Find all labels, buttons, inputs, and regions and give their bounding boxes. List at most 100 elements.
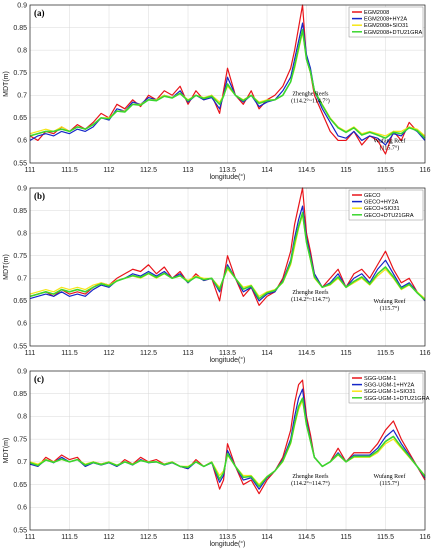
x-axis-label: longitude(°) [210,540,246,548]
x-tick-label: 115.5 [377,167,394,174]
x-tick-label: 113 [182,350,193,357]
x-tick-label: 111 [25,534,36,541]
series-line-egm2008-dtu21gra [29,29,426,139]
legend-entry: GECO+SIO31 [364,206,400,212]
y-tick-label: 0.7 [17,276,27,283]
annotation: Wufang Reef(115.7°) [373,473,405,487]
x-tick-label: 115 [340,534,351,541]
x-tick-label: 113.5 [219,350,236,357]
x-tick-label: 111.5 [61,534,78,541]
y-axis-label: MDT(m) [3,254,10,280]
y-tick-label: 0.65 [13,298,27,305]
x-tick-label: 112 [103,350,114,357]
y-tick-label: 0.6 [17,138,27,145]
x-tick-label: 115 [340,167,351,174]
x-tick-label: 114.5 [298,167,315,174]
y-tick-label: 0.65 [13,115,27,122]
y-axis-label: MDT(m) [3,71,10,97]
legend-entry: EGM2008+HY2A [364,17,407,23]
annotation-text: (115.7°) [380,480,400,487]
y-tick-label: 0.65 [13,482,27,489]
y-tick-label: 0.8 [17,230,27,237]
y-tick-label: 0.9 [17,368,27,375]
annotation-text: Zhenghe Reefs [292,90,329,97]
x-tick-label: 116 [419,350,430,357]
x-tick-label: 113 [182,534,193,541]
y-axis-label: MDT(m) [3,438,10,464]
legend-entry: EGM2008 [364,10,389,16]
y-tick-label: 0.75 [13,253,27,260]
y-tick-label: 0.75 [13,70,27,77]
y-tick-label: 0.55 [13,160,27,167]
legend: EGM2008EGM2008+HY2AEGM2008+SIO31EGM2008+… [348,6,424,38]
x-tick-label: 114 [261,350,272,357]
chart-panel-1: 111 111.5 112 112.5 113 113.5 114 114.5 115 115.5… [3,2,431,181]
annotation: Wufang Reef(115.7°) [373,298,405,312]
chart-panel-3: 111 111.5 112 112.5 113 113.5 114 114.5 115 115.5… [3,368,431,548]
panel-label: (c) [34,374,44,384]
x-tick-label: 116 [419,534,430,541]
y-tick-label: 0.7 [17,93,27,100]
x-tick-label: 115 [340,350,351,357]
annotation-text: (115.7°) [380,305,400,312]
x-tick-label: 114 [261,167,272,174]
y-tick-label: 0.8 [17,414,27,421]
annotation-text: (114.2°~114.7°) [291,296,330,303]
annotation: Zhenghe Reefs(114.2°~114.7°) [291,90,330,104]
x-tick-label: 112.5 [140,350,157,357]
y-tick-label: 0.55 [13,343,27,350]
plot-frame [29,187,426,347]
y-tick-label: 0.9 [17,2,27,9]
x-tick-label: 115.5 [377,534,394,541]
x-tick-label: 114.5 [298,350,315,357]
panel-label: (a) [34,8,45,18]
y-tick-label: 0.85 [13,208,27,215]
panel-label: (b) [34,191,45,201]
x-tick-label: 112.5 [140,534,157,541]
y-tick-label: 0.85 [13,391,27,398]
x-tick-label: 112.5 [140,167,157,174]
y-tick-label: 0.6 [17,321,27,328]
y-tick-label: 0.55 [13,527,27,534]
annotation: Zhenghe Reefs(114.2°~114.7°) [291,289,330,303]
legend-entry: EGM2008+DTU21GRA [364,30,423,36]
y-tick-label: 0.85 [13,25,27,32]
x-tick-label: 114.5 [298,534,315,541]
annotation-text: Zhenghe Reefs [292,473,329,480]
series-line-geco-dtu21gra [29,212,426,301]
x-tick-label: 111 [25,167,36,174]
x-tick-label: 113.5 [219,167,236,174]
legend-entry: GECO+HY2A [364,200,399,206]
legend: SGG-UGM-1SGG-UGM-1+HY2ASGG-UGM-1+SIO31SG… [348,372,430,404]
legend-entry: EGM2008+SIO31 [364,23,408,29]
x-axis-label: longitude(°) [210,173,246,181]
annotation-text: Wufang Reef [373,298,405,305]
x-tick-label: 113 [182,167,193,174]
annotation: Wufang Reef(115.7°) [373,138,405,152]
annotation-text: (115.7°) [380,145,400,152]
x-tick-label: 114 [261,534,272,541]
x-tick-label: 113.5 [219,534,236,541]
x-tick-label: 115.5 [377,350,394,357]
chart-panel-2: 111 111.5 112 112.5 113 113.5 114 114.5 115 115.5… [3,185,431,364]
series-line-sgg-ugm-1-dtu21gra [29,397,426,488]
legend-entry: SGG-UGM-1+HY2A [364,383,414,389]
x-tick-label: 116 [419,167,430,174]
x-tick-label: 111.5 [61,167,78,174]
annotation-text: Wufang Reef [373,473,405,480]
annotation-text: Zhenghe Reefs [292,289,329,296]
y-tick-label: 0.75 [13,436,27,443]
y-tick-label: 0.7 [17,459,27,466]
x-tick-label: 112 [103,534,114,541]
legend-entry: SGG-UGM-1+SIO31 [364,389,415,395]
plot-frame [29,4,426,164]
annotation-text: (114.2°~114.7°) [291,97,330,104]
legend-entry: GECO+DTU21GRA [364,213,414,219]
x-tick-label: 111.5 [61,350,78,357]
annotation-text: (114.2°~114.7°) [291,480,330,487]
x-tick-label: 111 [25,350,36,357]
legend-entry: SGG-UGM-1+DTU21GRA [364,396,430,402]
annotation-text: Wufang Reef [373,138,405,145]
